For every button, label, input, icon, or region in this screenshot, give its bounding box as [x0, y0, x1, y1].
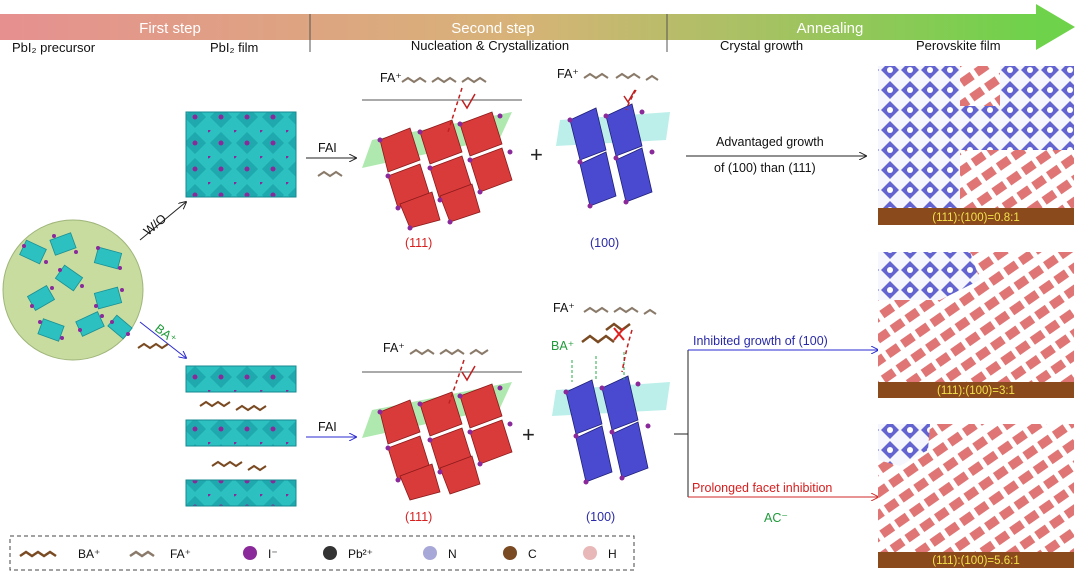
legend-iodide: I⁻ [268, 547, 278, 561]
label-fa-plus-3: FA⁺ [383, 341, 405, 355]
legend-carbon: C [528, 547, 537, 561]
label-fa-plus-1: FA⁺ [380, 71, 402, 85]
label-advantaged-growth-2: of (100) than (111) [714, 161, 816, 175]
crystal-100-top [556, 72, 670, 209]
crystal-100-bottom [552, 306, 670, 485]
column-crystal-growth: Crystal growth [720, 38, 803, 53]
label-ba-plus-2: BA⁺ [551, 339, 574, 353]
lead-atom-icon [323, 546, 337, 560]
label-without: W/O [141, 211, 169, 238]
nitrogen-atom-icon [423, 546, 437, 560]
label-advantaged-growth: Advantaged growth [716, 135, 824, 149]
label-facet-111-bottom: (111) [405, 510, 432, 524]
step-label-annealing: Annealing [797, 20, 864, 37]
column-pbi2-precursor: PbI₂ precursor [12, 40, 96, 55]
legend-hydrogen: H [608, 547, 617, 561]
column-perovskite-film: Perovskite film [916, 38, 1001, 53]
pbi2-film-layered [185, 365, 297, 507]
label-ac-minus: AC⁻ [764, 511, 788, 525]
ratio-bottom: (111):(100)=5.6:1 [932, 555, 1019, 567]
hydrogen-atom-icon [583, 546, 597, 560]
ratio-top: (111):(100)=0.8:1 [932, 212, 1019, 224]
precursor-solution [2, 219, 144, 361]
iodide-atom-icon [243, 546, 257, 560]
arrow-with-ba [139, 321, 186, 358]
legend-lead: Pb²⁺ [348, 547, 373, 561]
fa-molecule-icon [129, 550, 155, 558]
label-facet-111-top: (111) [405, 236, 432, 250]
column-nucleation: Nucleation & Crystallization [411, 38, 569, 53]
legend-ba: BA⁺ [78, 547, 100, 561]
crystal-111-top [362, 76, 522, 231]
label-facet-100-bottom: (100) [586, 510, 615, 524]
column-pbi2-film: PbI₂ film [210, 40, 258, 55]
label-prolonged-inhibition: Prolonged facet inhibition [692, 481, 832, 495]
label-fai-bottom: FAI [318, 420, 337, 434]
carbon-atom-icon [503, 546, 517, 560]
perovskite-film-top [878, 66, 1074, 225]
step-label-first: First step [139, 20, 201, 37]
perovskite-film-bottom [878, 424, 1074, 568]
plus-sign-bottom: + [522, 422, 535, 447]
crystal-111-bottom [362, 348, 522, 501]
label-facet-100-top: (100) [590, 236, 619, 250]
label-ba: BA⁺ [152, 321, 179, 346]
ba-molecule-icon [19, 550, 57, 558]
label-fa-plus-4: FA⁺ [553, 301, 575, 315]
pbi2-film-top [185, 111, 297, 198]
legend-fa: FA⁺ [170, 547, 191, 561]
step-label-second: Second step [451, 20, 534, 37]
legend-nitrogen: N [448, 547, 457, 561]
perovskite-film-middle [878, 252, 1074, 398]
process-arrow [0, 4, 1075, 52]
label-fa-plus-2: FA⁺ [557, 67, 579, 81]
ba-molecule-icon [137, 342, 169, 350]
label-inhibited-growth: Inhibited growth of (100) [693, 334, 828, 348]
plus-sign-top: + [530, 142, 543, 167]
label-fai-top: FAI [318, 141, 337, 155]
fa-molecule-icon [317, 170, 343, 178]
legend: BA⁺ FA⁺ I⁻ Pb²⁺ N C H [9, 535, 635, 571]
ratio-middle: (111):(100)=3:1 [937, 385, 1015, 397]
arrow-without [139, 202, 186, 241]
